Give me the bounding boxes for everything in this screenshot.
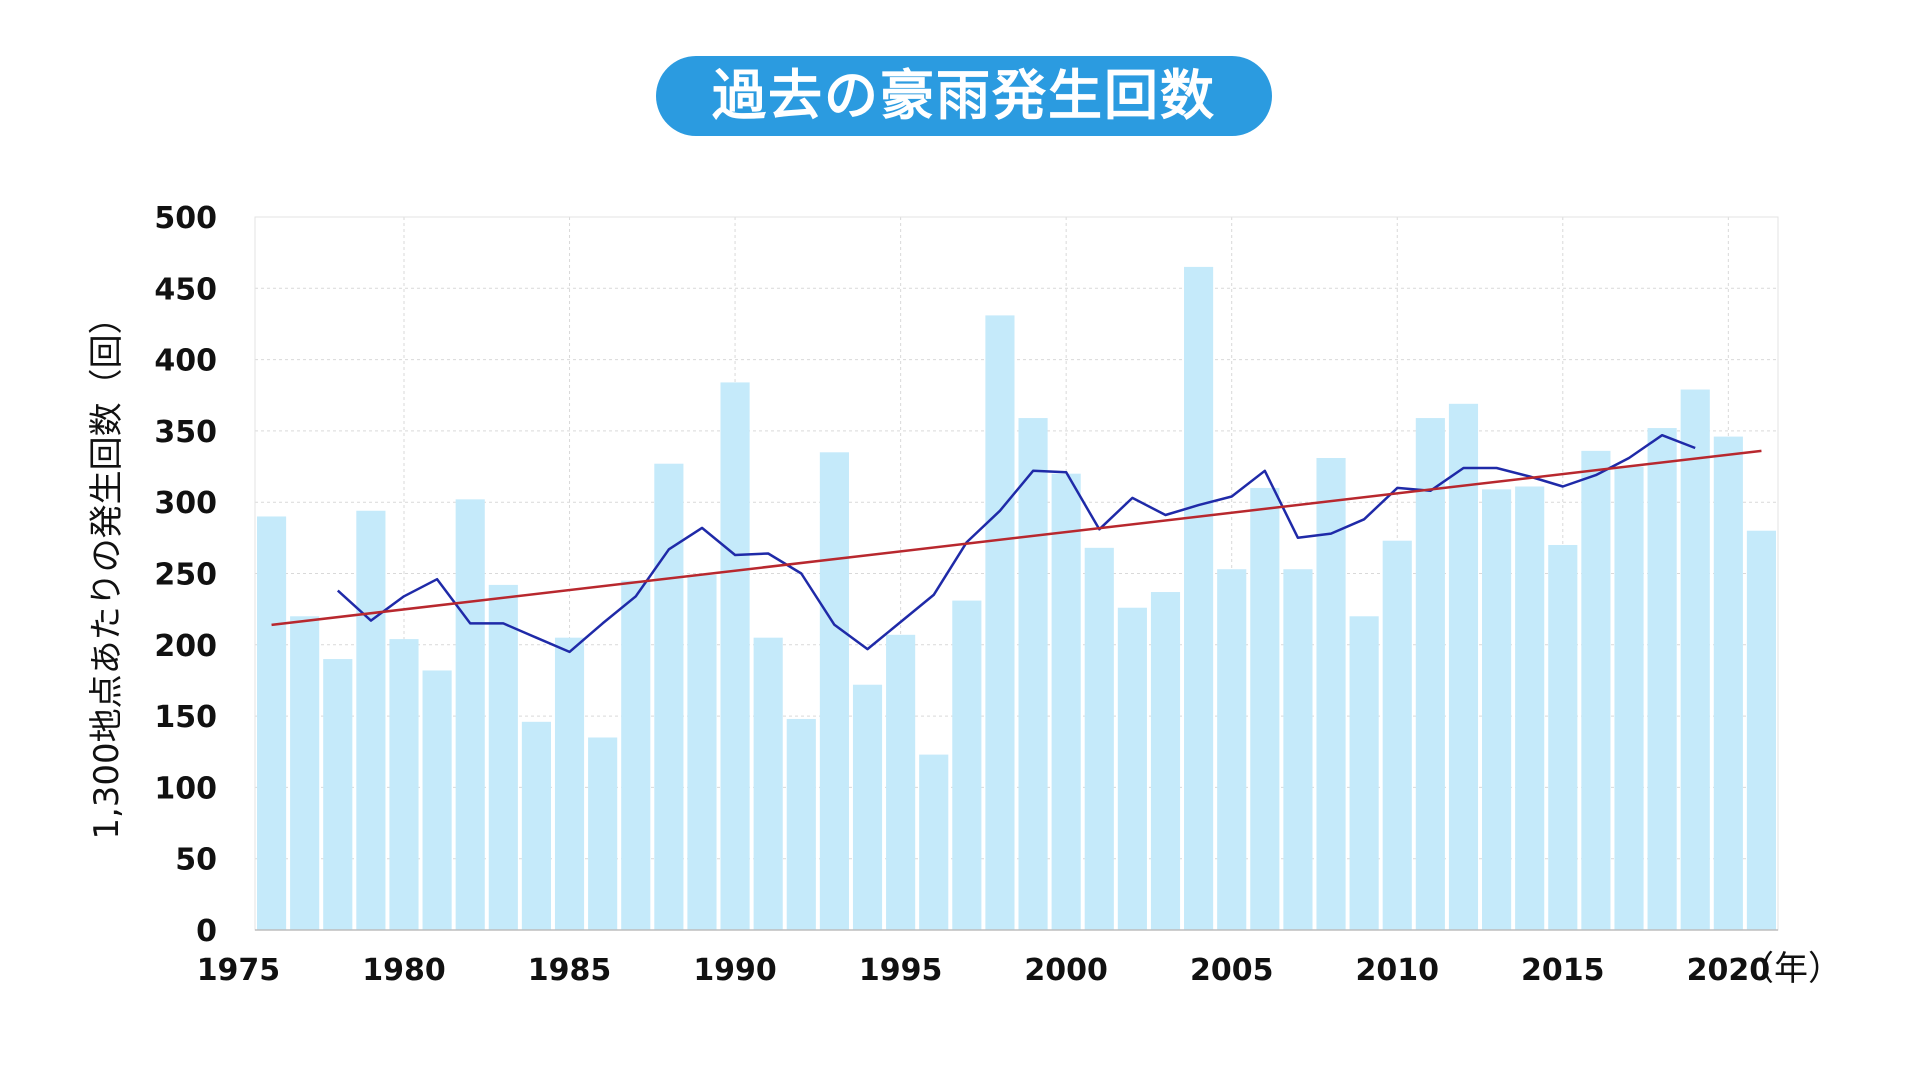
y-tick-label: 250 [154,558,217,593]
bar [290,616,320,930]
bar [621,580,651,930]
bar [1548,544,1578,930]
y-tick-label: 400 [154,344,217,379]
bar [1150,592,1181,930]
bar [389,639,419,930]
bar [356,510,386,930]
bar [1614,466,1644,930]
bar [1250,487,1280,930]
bar [1051,473,1081,930]
line-series [271,433,1762,654]
bar [687,574,717,930]
bar [1515,486,1545,930]
bar [952,600,982,930]
moving-average-line [336,433,1696,654]
bar [488,584,518,930]
y-tick-label: 500 [154,201,217,236]
bar [819,452,849,930]
bar-series [256,266,1777,930]
y-tick-label: 300 [154,486,217,521]
bar [1283,569,1313,930]
axes: 0 50 100 150 200 250 300 350 400 450 500 1975 1980 19… [154,201,1779,988]
y-tick-label: 450 [154,272,217,307]
bar [1018,418,1048,930]
y-axis-title: 1,300地点あたりの発生回数（回） [87,300,127,839]
trend-line [271,449,1762,627]
bar [1647,428,1677,930]
bar [422,670,452,930]
bar [588,737,618,930]
y-tick-label: 150 [154,700,217,735]
bar [654,463,684,930]
x-tick-label: 1985 [528,953,612,988]
bar [1415,418,1445,930]
y-tick-label: 200 [154,629,217,664]
bar [1117,607,1147,930]
bar [1448,403,1479,930]
bar [256,516,287,930]
bar [1184,266,1214,930]
bar [720,382,750,930]
bar [786,718,816,930]
bar [1084,547,1114,930]
y-tick-label: 50 [175,843,217,878]
bar [985,315,1015,930]
bar [323,659,353,930]
bar [1217,569,1247,930]
x-tick-label: 2015 [1521,953,1605,988]
y-tick-label: 0 [196,914,217,949]
x-tick-label: 1990 [693,953,777,988]
bar [554,637,585,930]
bar [521,721,551,930]
x-tick-label: 1995 [859,953,943,988]
chart-title: 過去の豪雨発生回数 [656,56,1272,136]
bar [1382,540,1412,930]
bar [455,499,485,930]
y-tick-label: 350 [154,415,217,450]
x-axis-unit: （年） [1740,949,1842,989]
bar [1581,450,1611,930]
bar [753,637,783,930]
bar [1713,436,1743,930]
x-tick-label: 2005 [1190,953,1274,988]
x-tick-label: 1975 [197,953,281,988]
x-tick-label: 2010 [1356,953,1440,988]
y-tick-label: 100 [154,771,217,806]
bar [886,634,916,930]
x-tick-label: 2020 [1687,953,1771,988]
bar [1680,389,1710,930]
bar [919,754,949,930]
x-tick-label: 2000 [1024,953,1108,988]
bar [1482,489,1512,930]
bar [1746,530,1777,930]
x-tick-label: 1980 [362,953,446,988]
bar [1316,457,1346,930]
bar [1349,616,1379,930]
bar [852,684,883,930]
